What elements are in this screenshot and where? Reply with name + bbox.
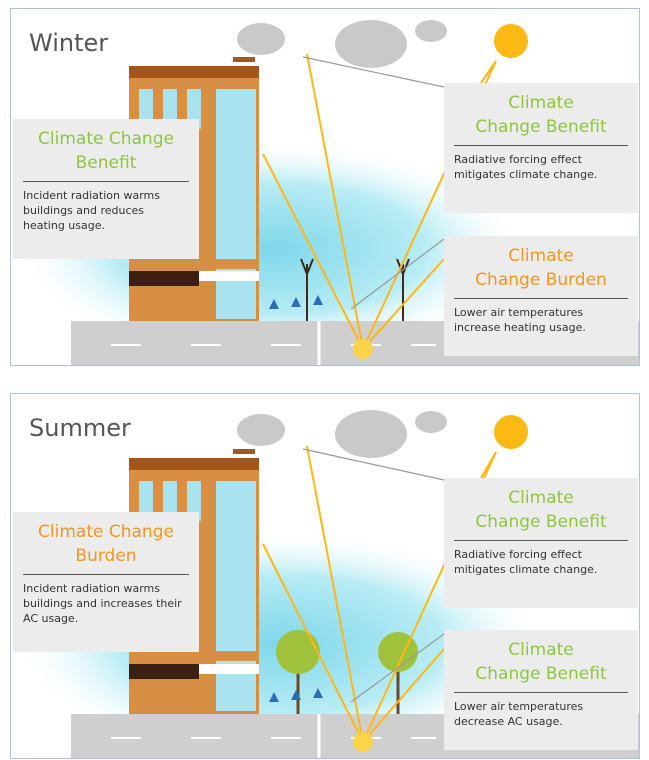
winter-panel: Winter Climate Change Benefit Incident ra…: [10, 8, 640, 366]
box-heading: Climate Change Burden: [454, 244, 628, 299]
box-text: Lower air temperatures decrease AC usage…: [454, 699, 628, 729]
panel-title: Summer: [29, 414, 131, 442]
box-heading: Climate Change Benefit: [454, 638, 628, 693]
info-box: Climate Change Benefit Radiative forcing …: [444, 478, 638, 608]
page: Winter Climate Change Benefit Incident ra…: [0, 0, 649, 760]
box-text: Radiative forcing effect mitigates clima…: [454, 152, 628, 182]
box-heading: Climate Change Burden: [23, 520, 189, 575]
info-box: Climate Change Benefit Lower air temperat…: [444, 630, 638, 750]
summer-panel: Summer Climate Change Burden Incident rad…: [10, 393, 640, 759]
info-box: Climate Change Burden Incident radiation …: [13, 512, 199, 652]
info-box: Climate Change Benefit Radiative forcing …: [444, 83, 638, 213]
info-box: Climate Change Benefit Incident radiation…: [13, 119, 199, 259]
box-heading: Climate Change Benefit: [454, 91, 628, 146]
box-heading: Climate Change Benefit: [454, 486, 628, 541]
box-text: Incident radiation warms buildings and i…: [23, 581, 189, 626]
box-text: Incident radiation warms buildings and r…: [23, 188, 189, 233]
box-text: Radiative forcing effect mitigates clima…: [454, 547, 628, 577]
panel-title: Winter: [29, 29, 108, 57]
info-box: Climate Change Burden Lower air temperatu…: [444, 236, 638, 356]
box-heading: Climate Change Benefit: [23, 127, 189, 182]
box-text: Lower air temperatures increase heating …: [454, 305, 628, 335]
